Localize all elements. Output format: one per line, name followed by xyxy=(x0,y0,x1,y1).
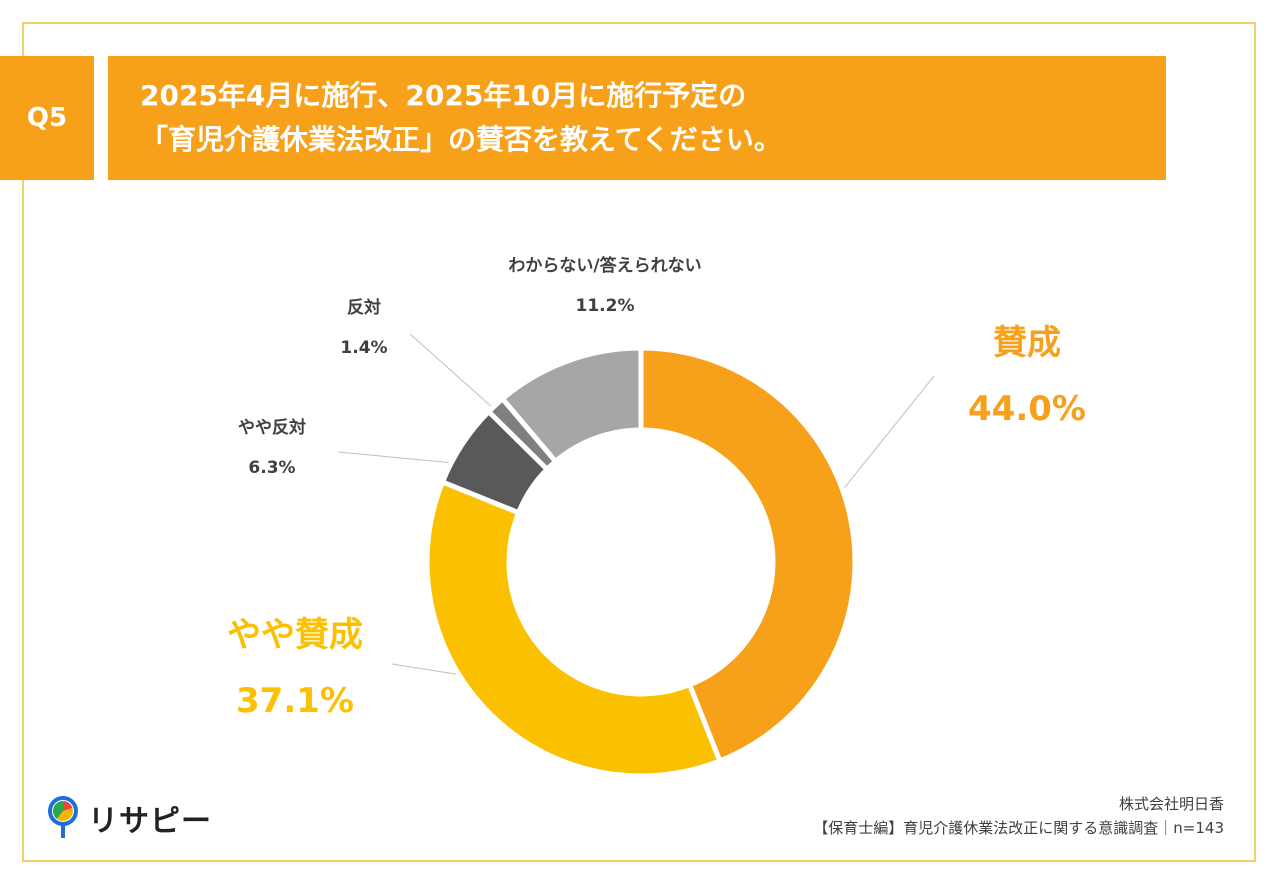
question-number: Q5 xyxy=(26,103,68,133)
label-somewhat-disagree-name: やや反対 xyxy=(238,418,306,438)
slice-agree xyxy=(638,345,858,765)
label-agree: 賛成 44.0% xyxy=(952,310,1102,442)
slice-dont-know xyxy=(499,345,644,465)
label-disagree-name: 反対 xyxy=(347,298,381,318)
logo-pin-icon xyxy=(48,796,78,838)
label-disagree: 反対 1.4% xyxy=(316,288,412,368)
footer-source: 株式会社明日香 【保育士編】育児介護休業法改正に関する意識調査｜n=143 xyxy=(813,792,1224,840)
label-somewhat-disagree: やや反対 6.3% xyxy=(212,408,332,488)
label-dont-know-value: 11.2% xyxy=(575,296,635,316)
label-agree-name: 賛成 xyxy=(993,323,1061,363)
logo-text: リサピー xyxy=(88,804,212,839)
label-somewhat-agree: やや賛成 37.1% xyxy=(200,602,390,734)
title-line-1: 2025年4月に施行、2025年10月に施行予定の xyxy=(140,79,747,112)
label-somewhat-agree-name: やや賛成 xyxy=(227,615,363,655)
label-agree-value: 44.0% xyxy=(968,389,1086,429)
outer-frame xyxy=(22,22,1256,862)
label-dont-know-name: わからない/答えられない xyxy=(508,256,702,276)
label-dont-know: わからない/答えられない 11.2% xyxy=(450,246,760,326)
question-badge: Q5 xyxy=(0,56,94,180)
title-line-2: 「育児介護休業法改正」の賛否を教えてください。 xyxy=(140,123,782,156)
slice-somewhat-agree xyxy=(424,478,724,779)
label-somewhat-disagree-value: 6.3% xyxy=(248,458,296,478)
donut-slices xyxy=(424,345,858,779)
label-somewhat-agree-value: 37.1% xyxy=(236,681,354,721)
brand-logo: リサピー xyxy=(48,796,212,840)
label-disagree-value: 1.4% xyxy=(340,338,388,358)
footer-survey: 【保育士編】育児介護休業法改正に関する意識調査｜n=143 xyxy=(813,819,1224,837)
footer-company: 株式会社明日香 xyxy=(1118,795,1224,813)
title-bar: 2025年4月に施行、2025年10月に施行予定の 「育児介護休業法改正」の賛否… xyxy=(108,56,1166,180)
